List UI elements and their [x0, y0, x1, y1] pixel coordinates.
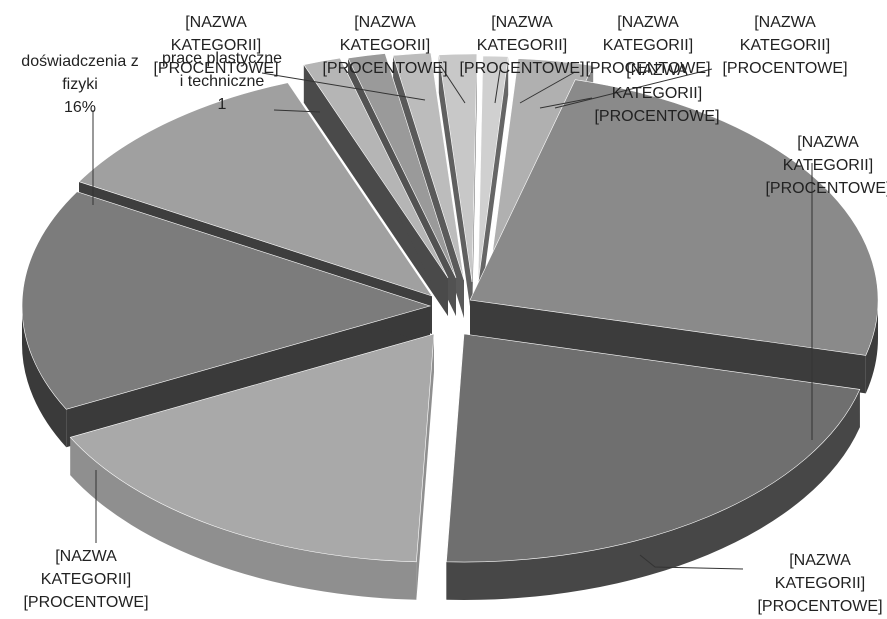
pie-slices — [21, 52, 879, 601]
pie-slice-wall — [303, 64, 448, 316]
data-label-line: [NAZWA — [185, 14, 247, 31]
data-label-line: KATEGORII] — [171, 37, 261, 54]
data-label-line: [NAZWA — [491, 14, 553, 31]
pie-slice-top — [347, 53, 457, 279]
data-label-line: KATEGORII] — [740, 37, 830, 54]
data-label: [NAZWA KATEGORII] [PROCENTOWE] — [322, 14, 447, 77]
data-label: [NAZWA KATEGORII] [PROCENTOWE] — [153, 14, 278, 77]
data-label-line: i techniczne — [180, 73, 265, 90]
data-label: [NAZWA KATEGORII] [PROCENTOWE] — [722, 14, 847, 77]
pie-slice-edge — [865, 300, 879, 394]
data-label-line: KATEGORII] — [41, 571, 131, 588]
data-label-line: doświadczenia z — [21, 53, 138, 70]
pie-slice-top — [477, 55, 509, 285]
data-label-line: prace plastyczne — [162, 50, 282, 67]
data-label-line: [NAZWA — [617, 14, 679, 31]
data-label-line: KATEGORII] — [612, 85, 702, 102]
data-label-line: [NAZWA — [789, 552, 851, 569]
pie-slice-edge — [446, 389, 860, 601]
label-leader-line — [494, 69, 501, 104]
data-label-line: KATEGORII] — [775, 575, 865, 592]
data-label-line: [PROCENTOWE] — [765, 180, 887, 197]
pie-slice-wall — [416, 334, 434, 600]
pie-slice-edge — [70, 437, 417, 600]
pie-slice-top — [78, 82, 433, 297]
pie-slice — [477, 55, 509, 322]
pie-slice — [446, 333, 861, 601]
data-label-line: [NAZWA — [754, 14, 816, 31]
data-label-line: KATEGORII] — [603, 37, 693, 54]
label-leader-line — [261, 72, 426, 101]
pie-slice — [303, 57, 449, 316]
pie-slice-wall — [478, 56, 509, 322]
pie-slice-top — [69, 333, 435, 563]
leader-lines — [92, 64, 813, 570]
pie-slice-wall — [66, 306, 431, 448]
data-label-line: [PROCENTOWE] — [459, 60, 584, 77]
pie-slice-top — [303, 57, 449, 279]
label-leader-line — [639, 554, 744, 570]
pie-slice — [69, 333, 435, 600]
data-label-line: fizyki — [62, 76, 98, 93]
pie-slice-top — [446, 333, 861, 563]
data-label-line: [PROCENTOWE] — [322, 60, 447, 77]
data-label-line: [PROCENTOWE] — [757, 598, 882, 615]
data-label-line: 16% — [64, 99, 96, 116]
label-leader-line — [273, 109, 321, 113]
data-label-line: [PROCENTOWE] — [153, 60, 278, 77]
data-label-line: [PROCENTOWE] — [585, 60, 710, 77]
data-label-line: KATEGORII] — [783, 157, 873, 174]
pie-slice-top — [438, 53, 478, 283]
pie-slice-wall — [470, 300, 866, 394]
data-label: [NAZWA KATEGORII] [PROCENTOWE] — [585, 14, 710, 77]
data-label-line: [NAZWA — [55, 548, 117, 565]
data-label-line: [NAZWA — [626, 62, 688, 79]
data-label-line: KATEGORII] — [340, 37, 430, 54]
data-label-line: [NAZWA — [354, 14, 416, 31]
data-label: [NAZWA KATEGORII] [PROCENTOWE] — [765, 134, 887, 197]
pie-slice-edge — [22, 306, 67, 448]
pie-slice-top — [469, 79, 879, 356]
label-leader-line — [519, 71, 576, 104]
data-label-line: 1 — [218, 96, 227, 113]
data-label: doświadczenia z fizyki 16% — [21, 53, 138, 116]
pie-slice-wall — [438, 54, 472, 321]
data-labels: [NAZWA KATEGORII] [PROCENTOWE][NAZWA KATEGO… — [21, 14, 887, 615]
pie-slice — [469, 79, 879, 394]
data-label: [NAZWA KATEGORII] [PROCENTOWE] — [23, 548, 148, 611]
pie-slice — [21, 191, 432, 448]
label-leader-line — [439, 64, 466, 104]
pie-slice-top — [21, 191, 432, 410]
data-label-line: [PROCENTOWE] — [23, 594, 148, 611]
data-label: [NAZWA KATEGORII] [PROCENTOWE] — [594, 62, 719, 125]
label-leader-line — [554, 68, 713, 109]
data-label-line: [NAZWA — [797, 134, 859, 151]
data-label-line: KATEGORII] — [477, 37, 567, 54]
data-label: prace plastyczne i techniczne 1 — [162, 50, 282, 113]
data-label: [NAZWA KATEGORII] [PROCENTOWE] — [757, 552, 882, 615]
data-label-line: [PROCENTOWE] — [722, 60, 847, 77]
data-label: [NAZWA KATEGORII] [PROCENTOWE] — [459, 14, 584, 77]
pie-slice — [438, 53, 478, 321]
data-label-line: [PROCENTOWE] — [594, 108, 719, 125]
pie-slice-top — [392, 52, 465, 281]
label-leader-line — [539, 97, 593, 109]
